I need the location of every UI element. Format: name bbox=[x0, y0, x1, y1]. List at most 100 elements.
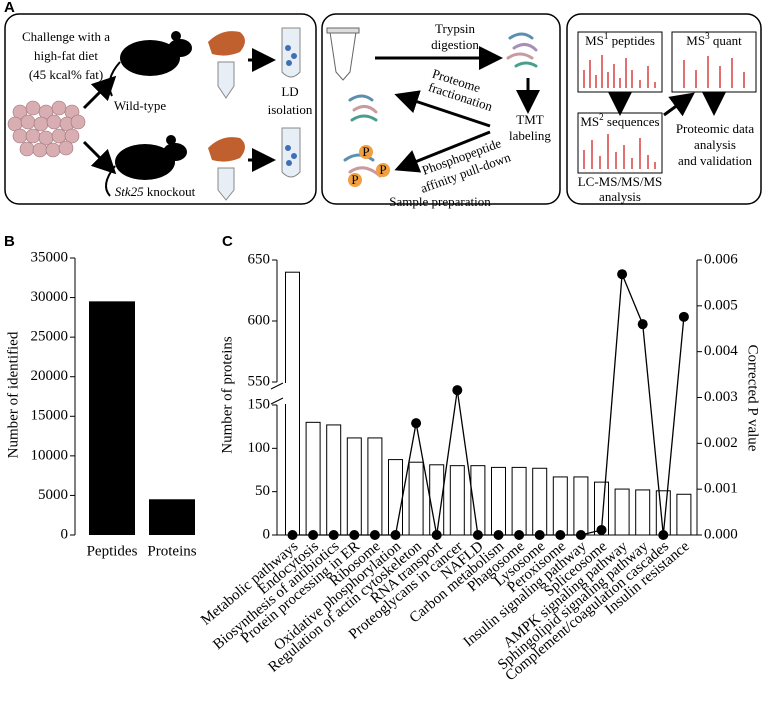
y2-tick-label: 0.000 bbox=[704, 526, 738, 542]
text: P bbox=[362, 144, 369, 159]
text: quant bbox=[710, 33, 743, 48]
bar bbox=[346, 437, 362, 536]
bar bbox=[614, 488, 630, 536]
y-axis-label: Number of identified bbox=[5, 331, 21, 458]
y2-tick-label: 0.006 bbox=[704, 251, 738, 267]
text: MS bbox=[686, 33, 705, 48]
phospho-icons: P P P bbox=[348, 144, 390, 187]
bar bbox=[305, 421, 321, 536]
text: MS bbox=[585, 33, 604, 48]
text: digestion bbox=[431, 37, 479, 52]
dot bbox=[349, 530, 360, 540]
bar bbox=[367, 437, 383, 536]
liver-tube-icons bbox=[208, 27, 301, 201]
text: LD bbox=[281, 84, 298, 99]
y2-tick-label: 0.005 bbox=[704, 297, 738, 313]
text: Wild-type bbox=[114, 98, 166, 113]
text: high-fat diet bbox=[34, 48, 98, 63]
bar-value-label: 29523 bbox=[96, 303, 129, 318]
bar bbox=[552, 476, 568, 536]
bar bbox=[511, 466, 527, 536]
y-tick-label: 50 bbox=[255, 483, 270, 499]
y2-tick-label: 0.003 bbox=[704, 389, 738, 405]
y2-tick-label: 0.001 bbox=[704, 481, 738, 497]
bar bbox=[89, 301, 135, 535]
y-tick-label: 150 bbox=[248, 396, 271, 412]
dot bbox=[575, 530, 586, 540]
bar bbox=[408, 461, 424, 536]
bar bbox=[635, 489, 651, 536]
panel-label: C bbox=[222, 233, 233, 250]
text: Challenge with a bbox=[22, 29, 110, 44]
text: knockout bbox=[147, 184, 196, 199]
dot bbox=[431, 530, 442, 540]
y-tick-label: 600 bbox=[248, 312, 271, 328]
y2-tick-label: 0.002 bbox=[704, 435, 738, 451]
dot bbox=[555, 530, 566, 540]
y-tick-label: 10000 bbox=[31, 447, 69, 463]
knockout-label: Stk25 knockout bbox=[115, 184, 196, 199]
arrow bbox=[394, 130, 491, 173]
bar bbox=[449, 465, 465, 536]
text: Trypsin bbox=[435, 21, 475, 36]
ms-label: MS1 peptides bbox=[585, 31, 655, 48]
diet-text: Challenge with a high-fat diet (45 kcal%… bbox=[22, 29, 110, 82]
x-tick-label: Peptides bbox=[87, 543, 138, 559]
panel-label: B bbox=[4, 233, 15, 250]
dot bbox=[452, 385, 463, 396]
mouse-icon bbox=[105, 31, 192, 197]
text: and validation bbox=[678, 153, 753, 168]
bar bbox=[676, 493, 692, 536]
bar bbox=[573, 476, 589, 536]
y-tick-label: 100 bbox=[248, 440, 271, 456]
box bbox=[4, 13, 317, 205]
y2-tick-label: 0.004 bbox=[704, 343, 738, 359]
dot bbox=[514, 530, 525, 540]
y-tick-label: 650 bbox=[248, 251, 271, 267]
pellets bbox=[7, 100, 86, 158]
bar bbox=[491, 466, 506, 536]
text: Sample preparation bbox=[389, 194, 491, 209]
text: TMT bbox=[516, 112, 544, 127]
panel-label: A bbox=[4, 0, 15, 16]
dot bbox=[658, 530, 669, 540]
bar bbox=[388, 459, 403, 536]
bar bbox=[326, 424, 342, 536]
ms-label: MS3 quant bbox=[686, 31, 742, 48]
arrow bbox=[82, 140, 117, 175]
y-axis-label: Number of proteins bbox=[219, 336, 235, 454]
dot bbox=[637, 319, 648, 330]
dot bbox=[390, 530, 401, 540]
dot bbox=[328, 530, 339, 540]
text: 2 bbox=[599, 112, 604, 122]
y-tick-label: 5000 bbox=[38, 487, 68, 503]
dot bbox=[411, 418, 422, 429]
x-tick-label: Proteins bbox=[147, 543, 196, 559]
bar bbox=[532, 467, 548, 536]
dot bbox=[596, 524, 607, 535]
dot bbox=[287, 530, 298, 540]
dot bbox=[678, 311, 689, 322]
y-tick-label: 0 bbox=[61, 526, 69, 542]
box bbox=[321, 13, 561, 205]
spectra bbox=[583, 55, 745, 169]
y-tick-label: 0 bbox=[263, 526, 271, 542]
arrow bbox=[82, 75, 117, 110]
ms-label: MS2 sequences bbox=[580, 112, 659, 129]
y-tick-label: 15000 bbox=[31, 408, 69, 424]
text: 3 bbox=[705, 31, 710, 41]
dot bbox=[534, 530, 545, 540]
text: 1 bbox=[604, 31, 609, 41]
text: Stk25 bbox=[115, 184, 144, 199]
text: MS bbox=[580, 114, 599, 129]
dot bbox=[493, 530, 504, 540]
dot bbox=[472, 530, 483, 540]
y-tick-label: 550 bbox=[248, 373, 271, 389]
bar-value-label: 4515 bbox=[159, 501, 186, 516]
dot bbox=[369, 530, 380, 540]
text: (45 kcal% fat) bbox=[29, 67, 103, 82]
tube-icon bbox=[326, 27, 360, 81]
text: labeling bbox=[509, 128, 551, 143]
y-tick-label: 20000 bbox=[31, 368, 69, 384]
